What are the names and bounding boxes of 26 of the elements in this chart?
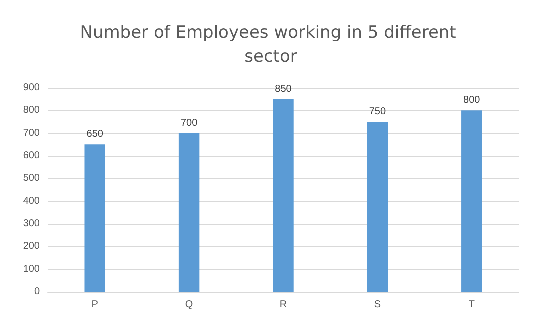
- data-label: 750: [369, 106, 386, 118]
- y-tick-label: 800: [23, 105, 40, 116]
- data-label: 800: [464, 95, 481, 106]
- x-tick-label: S: [374, 300, 382, 310]
- x-tick-label: P: [92, 300, 99, 310]
- chart-title: Number of Employees working in 5 different sector: [80, 23, 462, 67]
- y-tick-label: 400: [23, 196, 40, 207]
- y-tick-label: 900: [23, 82, 40, 94]
- y-tick-label: 300: [23, 218, 40, 230]
- y-tick-label: 100: [23, 264, 40, 275]
- bar: [84, 144, 106, 292]
- x-tick-label: R: [280, 300, 288, 310]
- data-label: 700: [180, 118, 198, 129]
- y-tick-label: 0: [34, 286, 40, 298]
- bar: [462, 110, 482, 292]
- data-label: 650: [86, 129, 104, 140]
- y-tick-label: 600: [23, 150, 40, 162]
- y-tick-label: 700: [23, 128, 40, 139]
- bar: [178, 133, 200, 292]
- bar: [273, 99, 294, 292]
- x-tick-label: Q: [185, 300, 194, 310]
- y-tick-label: 200: [23, 241, 40, 252]
- bar: [367, 122, 388, 292]
- data-label: 850: [275, 84, 292, 95]
- x-tick-label: T: [468, 300, 475, 310]
- y-tick-label: 500: [23, 173, 40, 184]
